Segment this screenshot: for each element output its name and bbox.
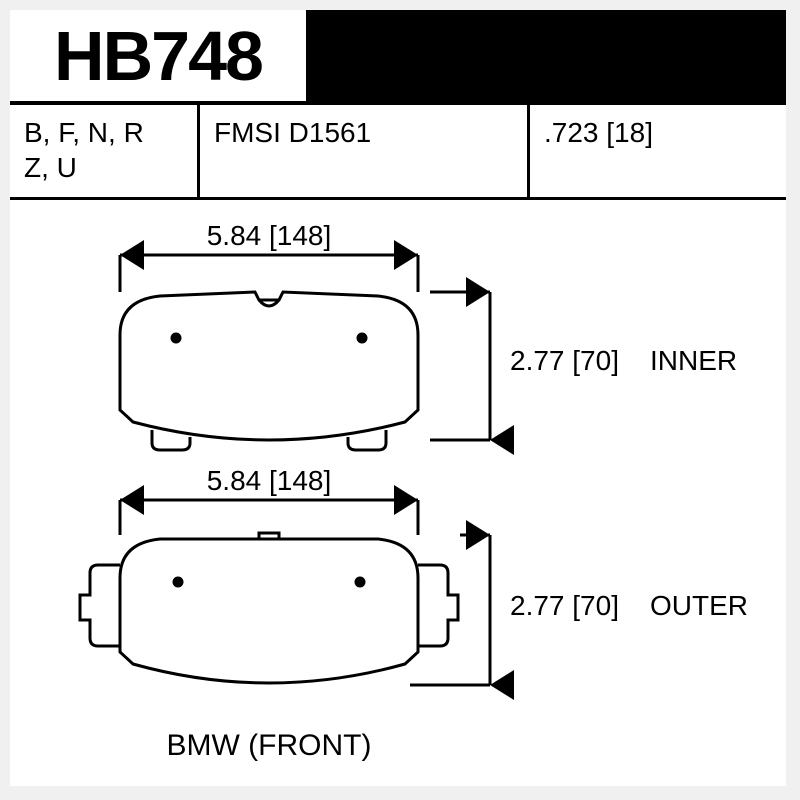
compounds-line2: Z, U bbox=[24, 150, 183, 185]
compounds-cell: B, F, N, R Z, U bbox=[10, 105, 200, 197]
inner-side-label: INNER bbox=[650, 345, 737, 376]
engineering-diagram: 5.84 [148] 2.77 [70] INNER bbox=[10, 200, 786, 786]
inner-width-dimension: 5.84 [148] bbox=[120, 220, 418, 292]
drawing-canvas: HB748 B, F, N, R Z, U FMSI D1561 .723 [1… bbox=[10, 10, 786, 786]
fmsi-value: FMSI D1561 bbox=[214, 115, 513, 150]
thickness-cell: .723 [18] bbox=[530, 105, 786, 197]
inner-height-dimension: 2.77 [70] INNER bbox=[430, 292, 737, 440]
header-bar: HB748 bbox=[10, 10, 786, 105]
thickness-value: .723 [18] bbox=[544, 115, 772, 150]
part-number: HB748 bbox=[54, 16, 262, 96]
fmsi-cell: FMSI D1561 bbox=[200, 105, 530, 197]
inner-height-label: 2.77 [70] bbox=[510, 345, 619, 376]
outer-height-label: 2.77 [70] bbox=[510, 590, 619, 621]
diagram-footer: BMW (FRONT) bbox=[167, 729, 372, 762]
outer-width-dimension: 5.84 [148] bbox=[120, 465, 418, 535]
outer-side-label: OUTER bbox=[650, 590, 748, 621]
spec-row: B, F, N, R Z, U FMSI D1561 .723 [18] bbox=[10, 105, 786, 200]
inner-pad-shape bbox=[120, 292, 418, 450]
compounds-line1: B, F, N, R bbox=[24, 115, 183, 150]
outer-pad-shape bbox=[80, 533, 458, 683]
part-number-box: HB748 bbox=[10, 10, 310, 105]
outer-height-dimension: 2.77 [70] OUTER bbox=[410, 535, 748, 685]
inner-width-label: 5.84 [148] bbox=[207, 220, 332, 251]
outer-width-label: 5.84 [148] bbox=[207, 465, 332, 496]
